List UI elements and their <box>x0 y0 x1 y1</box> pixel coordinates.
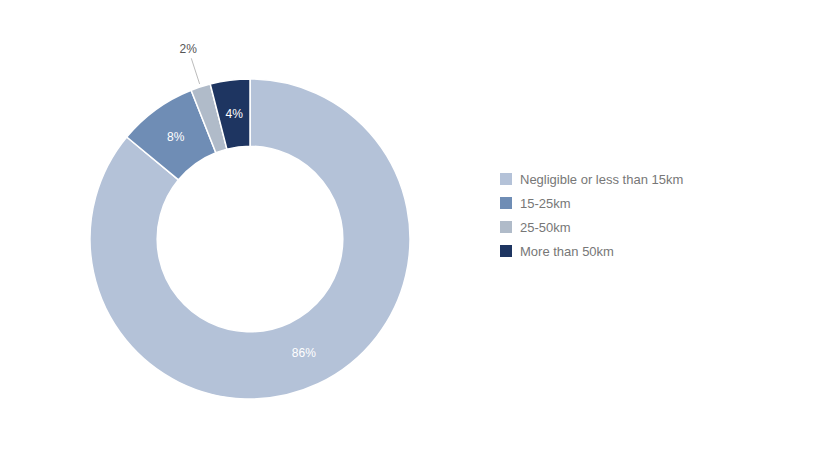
legend-swatch <box>500 197 512 209</box>
data-labels: 86% 8% 2% 4% <box>167 42 316 361</box>
slice <box>90 79 410 399</box>
legend-swatch <box>500 221 512 233</box>
data-label: 8% <box>167 130 185 144</box>
legend-item: More than 50km <box>500 244 614 259</box>
legend-label: 15-25km <box>520 196 571 211</box>
donut <box>90 79 410 399</box>
legend-label: 25-50km <box>520 220 571 235</box>
legend-label: More than 50km <box>520 244 614 259</box>
legend-item: 25-50km <box>500 220 571 235</box>
legend-swatch <box>500 245 512 257</box>
slice <box>210 79 250 149</box>
chart-root: 86% 8% 2% 4% Negligible or less than 15km 15-… <box>0 0 831 454</box>
legend: Negligible or less than 15km 15-25km 25-50… <box>500 172 683 259</box>
legend-item: Negligible or less than 15km <box>500 172 683 187</box>
legend-label: Negligible or less than 15km <box>520 172 683 187</box>
data-label: 86% <box>292 346 316 360</box>
label-connector <box>191 58 199 84</box>
legend-swatch <box>500 173 512 185</box>
legend-item: 15-25km <box>500 196 571 211</box>
data-label: 2% <box>180 42 198 56</box>
data-label: 4% <box>225 107 243 121</box>
